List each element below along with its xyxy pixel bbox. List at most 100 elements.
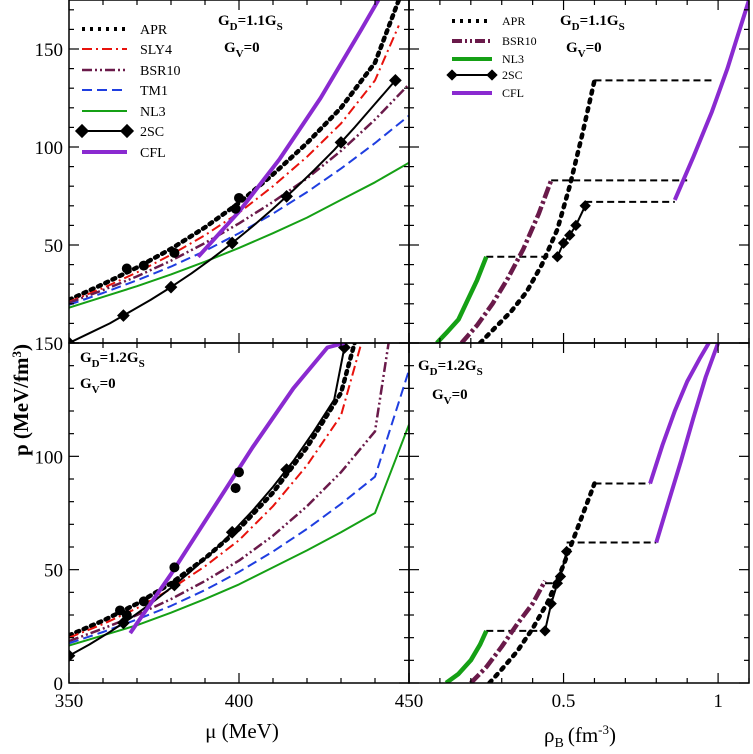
marker-2sc-top-left-6 <box>389 73 402 87</box>
annotation-bottom-right: GD=1.2GS GV=0 <box>418 358 483 407</box>
svg-text:GD=1.1GS: GD=1.1GS <box>218 13 283 33</box>
legend-marker-2sc-a <box>74 123 90 139</box>
svg-text:GD=1.2GS: GD=1.2GS <box>80 350 145 370</box>
legend-r-label-cfl: CFL <box>502 86 524 100</box>
marker-2sc-bottom-right-0 <box>539 625 551 637</box>
series-tm1-bottom-left <box>69 369 409 645</box>
marker-2sc-top-left-5 <box>334 136 348 149</box>
panel-bottom-right: 0.5 1 <box>408 342 750 712</box>
series-apr-bottom-right <box>487 481 597 683</box>
ytick-label-bottom-left-3: 150 <box>35 334 64 355</box>
marker-2sc-top-left-4 <box>280 189 293 203</box>
dot-marker-bottom-left-4 <box>230 483 241 494</box>
series-apr-top-right <box>477 78 597 343</box>
series-cfl_a-bottom-right <box>654 343 720 544</box>
xtick-label-bottom-right-0: 0.5 <box>552 691 576 712</box>
series-bsr10-top-right <box>459 179 554 343</box>
legend-label-2sc: 2SC <box>140 125 164 140</box>
legend-top-right: APR BSR10 NL3 2SC CFL <box>446 14 537 100</box>
frame-bottom-left <box>68 342 410 684</box>
plot-area-top-left <box>69 0 409 343</box>
annotation-bottom-left: GD=1.2GS GV=0 <box>80 350 145 396</box>
panel-top-left: 50 100 150 <box>35 0 410 344</box>
series-nl3-bottom-right <box>444 629 489 683</box>
svg-text:GV=0: GV=0 <box>566 40 602 60</box>
marker-2sc-top-right-1 <box>557 237 570 249</box>
series-sly4-bottom-left <box>69 343 363 639</box>
marker-2sc-top-left-1 <box>117 309 130 322</box>
series-2sc-bottom-right <box>544 551 568 632</box>
dot-marker-top-left-4 <box>234 192 244 203</box>
marker-2sc-top-right-3 <box>570 219 582 232</box>
marker-2sc-top-left-2 <box>164 280 178 294</box>
ytick-label-bottom-left-0: 0 <box>54 674 64 695</box>
xtick-label-bottom-left-0: 350 <box>55 691 84 712</box>
series-cfl-top-left <box>196 0 381 259</box>
marker-2sc-top-right-0 <box>551 251 564 263</box>
dot-marker-top-left-1 <box>138 260 149 271</box>
legend-r-label-nl3: NL3 <box>502 52 524 66</box>
svg-text:GV=0: GV=0 <box>80 376 116 396</box>
dot-marker-bottom-left-5 <box>234 467 244 478</box>
svg-text:GV=0: GV=0 <box>224 40 260 60</box>
series-bsr10-bottom-right <box>469 579 547 683</box>
legend-r-marker-2sc-a <box>446 69 458 81</box>
xtick-label-bottom-right-1: 1 <box>713 691 723 712</box>
x-axis-label-right: ρB (fm-3) <box>544 722 616 751</box>
marker-2sc-bottom-left-4 <box>280 463 293 476</box>
svg-text:GD=1.2GS: GD=1.2GS <box>418 358 483 378</box>
marker-2sc-bottom-right-3 <box>554 570 567 583</box>
annotation-top-left: GD=1.1GS GV=0 <box>218 13 283 60</box>
series-tm1-top-left <box>69 114 409 306</box>
dot-marker-bottom-left-2 <box>138 596 149 607</box>
series-nl3-top-right <box>435 255 489 343</box>
series-cfl_b-bottom-right <box>648 343 711 485</box>
svg-text:GV=0: GV=0 <box>432 387 468 407</box>
dot-marker-bottom-left-3 <box>169 562 180 573</box>
frame-bottom-right <box>408 342 750 684</box>
dot-marker-top-left-2 <box>169 247 180 258</box>
legend-label-cfl: CFL <box>140 146 166 161</box>
legend-label-tm1: TM1 <box>140 84 168 99</box>
annotation-top-right: GD=1.1GS GV=0 <box>560 13 625 60</box>
series-cfl-bottom-left <box>128 343 345 635</box>
series-2sc-bottom-left <box>69 347 346 657</box>
marker-2sc-top-left-0 <box>69 336 76 343</box>
series-bsr10-top-left <box>69 83 409 304</box>
series-cfl_a-top-right <box>672 0 749 201</box>
marker-2sc-top-left-3 <box>225 236 239 250</box>
marker-2sc-top-right-4 <box>579 200 591 212</box>
series-nl3-top-left <box>69 161 409 309</box>
ytick-label-top-left-2: 150 <box>35 40 64 61</box>
dot-marker-bottom-left-1 <box>121 610 132 620</box>
legend-label-apr: APR <box>140 23 168 38</box>
xtick-label-bottom-left-2: 450 <box>395 691 424 712</box>
legend-top-left: APR SLY4 BSR10 TM1 NL3 2SC CFL <box>74 23 180 161</box>
ytick-label-bottom-left-1: 50 <box>44 561 63 582</box>
legend-label-nl3: NL3 <box>140 105 166 120</box>
plot-area-top-right <box>435 0 749 343</box>
series-sly4-top-left <box>69 25 400 303</box>
legend-label-bsr10: BSR10 <box>140 64 180 79</box>
legend-r-label-bsr10: BSR10 <box>502 34 537 48</box>
marker-2sc-bottom-right-4 <box>560 545 573 558</box>
legend-marker-2sc-b <box>119 123 135 139</box>
marker-2sc-bottom-right-1 <box>545 598 557 610</box>
xtick-label-bottom-left-1: 400 <box>225 691 254 712</box>
x-axis-label-left: μ (MeV) <box>205 719 279 743</box>
ytick-label-bottom-left-2: 100 <box>35 447 64 468</box>
dot-marker-top-left-0 <box>121 263 132 274</box>
legend-r-marker-2sc-b <box>486 69 498 81</box>
plot-area-bottom-right <box>444 343 720 683</box>
marker-2sc-top-right-2 <box>564 229 576 241</box>
series-nl3-bottom-left <box>69 424 409 647</box>
dot-marker-top-left-3 <box>230 203 241 214</box>
svg-text:GD=1.1GS: GD=1.1GS <box>560 13 625 33</box>
y-axis-label: p (MeV/fm3) <box>9 344 33 456</box>
legend-r-label-apr: APR <box>502 14 525 28</box>
ytick-label-top-left-0: 50 <box>44 236 63 257</box>
legend-r-label-2sc: 2SC <box>502 68 523 82</box>
ytick-label-top-left-1: 100 <box>35 138 64 159</box>
legend-label-sly4: SLY4 <box>140 43 172 58</box>
